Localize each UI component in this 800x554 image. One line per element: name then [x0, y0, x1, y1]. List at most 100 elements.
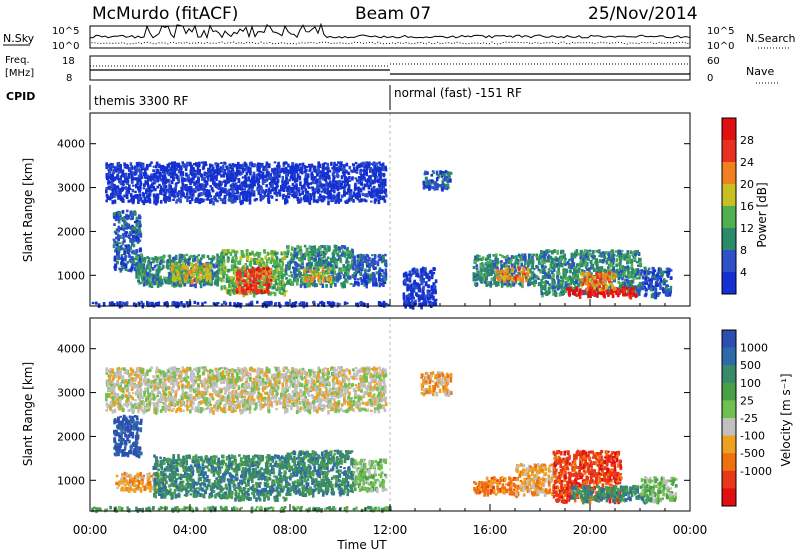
data-cell	[522, 266, 525, 271]
data-cell	[407, 286, 411, 291]
data-cell	[233, 302, 236, 307]
data-cell	[576, 273, 580, 276]
data-cell	[172, 259, 175, 264]
data-cell	[269, 291, 273, 296]
data-cell	[360, 280, 364, 286]
data-cell	[347, 260, 350, 263]
data-cell	[524, 256, 527, 262]
nsky-tick-bottom: 10^0	[52, 41, 79, 52]
data-cell	[611, 249, 614, 252]
data-cell	[272, 283, 276, 287]
data-cell	[485, 262, 488, 265]
data-cell	[377, 259, 381, 262]
data-cell	[347, 271, 350, 276]
data-cell	[271, 265, 275, 268]
data-cell	[573, 292, 577, 296]
data-cell	[250, 284, 254, 288]
data-cell	[254, 278, 258, 282]
data-cell	[291, 246, 294, 251]
data-cell	[500, 275, 503, 279]
data-cell	[165, 301, 169, 304]
data-cell	[300, 279, 303, 283]
data-cell	[141, 280, 144, 284]
data-cell	[250, 257, 253, 262]
data-cell	[124, 231, 127, 236]
data-cell	[631, 251, 635, 254]
data-cell	[141, 268, 145, 274]
data-cell	[431, 274, 434, 276]
data-cell	[178, 254, 182, 260]
data-cell	[535, 274, 538, 279]
data-cell	[173, 256, 176, 261]
data-cell	[278, 280, 281, 285]
data-cell	[556, 249, 559, 255]
data-cell	[182, 266, 185, 270]
data-cell	[281, 251, 285, 254]
data-cell	[206, 267, 210, 273]
data-cell	[493, 265, 496, 270]
data-cell	[293, 254, 296, 259]
data-cell	[521, 283, 524, 289]
data-cell	[273, 250, 276, 253]
data-cell	[557, 257, 561, 261]
data-cell	[424, 294, 427, 299]
data-cell	[640, 286, 643, 290]
data-cell	[560, 290, 563, 294]
data-cell	[338, 254, 342, 257]
data-cell	[200, 257, 203, 261]
data-cell	[607, 266, 610, 270]
data-cell	[624, 278, 627, 282]
data-cell	[537, 277, 540, 280]
data-cell	[181, 303, 185, 307]
data-cell	[504, 282, 507, 286]
data-cell	[264, 264, 267, 269]
data-cell	[629, 250, 633, 253]
data-cell	[172, 264, 176, 267]
data-cell	[331, 281, 335, 285]
data-cell	[125, 213, 128, 218]
data-cell	[142, 266, 146, 270]
data-cell	[124, 255, 128, 258]
data-cell	[577, 291, 581, 297]
data-cell	[258, 283, 262, 288]
data-cell	[137, 301, 141, 306]
data-cell	[294, 261, 297, 266]
data-cell	[602, 284, 605, 290]
data-cell	[272, 275, 275, 279]
data-cell	[560, 263, 563, 267]
data-cell	[256, 272, 260, 276]
data-cell	[337, 272, 340, 278]
data-cell	[520, 255, 524, 259]
data-cell	[248, 162, 252, 166]
data-cell	[185, 271, 189, 275]
data-cell	[241, 271, 245, 277]
data-cell	[278, 263, 281, 268]
data-cell	[621, 269, 624, 273]
data-cell	[262, 287, 265, 292]
data-cell	[174, 266, 178, 269]
data-cell	[503, 262, 506, 268]
data-cell	[288, 191, 291, 196]
data-cell	[411, 305, 415, 310]
data-cell	[252, 284, 256, 288]
data-cell	[669, 277, 673, 280]
data-cell	[572, 267, 576, 271]
freq-unit-label: [MHz]	[5, 68, 34, 79]
data-cell	[414, 271, 418, 274]
data-cell	[142, 282, 146, 287]
data-cell	[623, 267, 627, 272]
data-cell	[288, 263, 291, 269]
data-cell	[197, 194, 200, 198]
data-cell	[123, 262, 126, 266]
data-cell	[272, 270, 276, 275]
data-cell	[134, 233, 138, 235]
data-cell	[618, 261, 622, 265]
data-cell	[350, 263, 353, 267]
data-cell	[410, 298, 414, 303]
data-cell	[560, 257, 563, 261]
data-cell	[252, 277, 256, 282]
data-cell	[262, 278, 266, 282]
data-cell	[336, 302, 340, 308]
data-cell	[290, 258, 294, 264]
data-cell	[274, 302, 278, 305]
